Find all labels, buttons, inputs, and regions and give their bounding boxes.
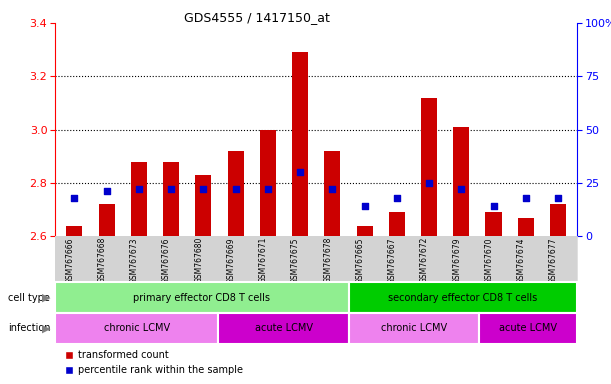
Bar xyxy=(324,151,340,236)
Point xyxy=(489,203,499,209)
FancyBboxPatch shape xyxy=(218,313,349,344)
Bar xyxy=(163,162,179,236)
Point xyxy=(456,186,466,192)
Legend: transformed count, percentile rank within the sample: transformed count, percentile rank withi… xyxy=(60,346,247,379)
Text: GSM767677: GSM767677 xyxy=(549,237,558,283)
Bar xyxy=(486,212,502,236)
Point xyxy=(360,203,370,209)
Text: secondary effector CD8 T cells: secondary effector CD8 T cells xyxy=(389,293,538,303)
Bar xyxy=(421,98,437,236)
Bar xyxy=(356,225,373,236)
Point xyxy=(263,186,273,192)
FancyBboxPatch shape xyxy=(55,282,349,313)
Text: GSM767671: GSM767671 xyxy=(259,237,268,283)
Text: cell type: cell type xyxy=(8,293,50,303)
Text: GSM767676: GSM767676 xyxy=(162,237,171,283)
Text: GSM767666: GSM767666 xyxy=(65,237,75,283)
Point xyxy=(392,195,401,201)
Bar xyxy=(389,212,405,236)
Text: ▶: ▶ xyxy=(42,293,50,303)
Text: infection: infection xyxy=(8,323,51,333)
Bar xyxy=(550,204,566,236)
Point xyxy=(166,186,176,192)
Text: ▶: ▶ xyxy=(42,323,50,333)
Point xyxy=(424,180,434,186)
Bar xyxy=(196,175,211,236)
Point xyxy=(231,186,241,192)
Bar xyxy=(260,130,276,236)
Text: primary effector CD8 T cells: primary effector CD8 T cells xyxy=(133,293,271,303)
Bar xyxy=(453,127,469,236)
Point xyxy=(553,195,563,201)
Point xyxy=(134,186,144,192)
Text: GSM767665: GSM767665 xyxy=(356,237,365,283)
Text: GSM767667: GSM767667 xyxy=(388,237,397,283)
Bar xyxy=(227,151,244,236)
Bar xyxy=(518,217,534,236)
Text: GSM767669: GSM767669 xyxy=(227,237,236,283)
FancyBboxPatch shape xyxy=(480,313,577,344)
Bar xyxy=(131,162,147,236)
Bar xyxy=(66,225,82,236)
Text: acute LCMV: acute LCMV xyxy=(499,323,557,333)
Point xyxy=(70,195,79,201)
Text: GSM767675: GSM767675 xyxy=(291,237,300,283)
Text: GSM767674: GSM767674 xyxy=(517,237,526,283)
Text: GSM767678: GSM767678 xyxy=(323,237,332,283)
Point xyxy=(295,169,305,175)
Text: GSM767673: GSM767673 xyxy=(130,237,139,283)
Point xyxy=(101,188,111,194)
FancyBboxPatch shape xyxy=(349,313,480,344)
FancyBboxPatch shape xyxy=(55,313,218,344)
Bar xyxy=(292,52,308,236)
Text: GSM767670: GSM767670 xyxy=(485,237,494,283)
Text: acute LCMV: acute LCMV xyxy=(255,323,313,333)
Text: GSM767672: GSM767672 xyxy=(420,237,429,283)
Text: GSM767668: GSM767668 xyxy=(98,237,106,283)
Point xyxy=(327,186,337,192)
Point xyxy=(521,195,531,201)
Text: GSM767680: GSM767680 xyxy=(194,237,203,283)
Point xyxy=(199,186,208,192)
Text: chronic LCMV: chronic LCMV xyxy=(103,323,170,333)
Text: chronic LCMV: chronic LCMV xyxy=(381,323,447,333)
Text: GDS4555 / 1417150_at: GDS4555 / 1417150_at xyxy=(184,12,329,25)
Bar xyxy=(98,204,115,236)
FancyBboxPatch shape xyxy=(349,282,577,313)
Text: GSM767679: GSM767679 xyxy=(452,237,461,283)
